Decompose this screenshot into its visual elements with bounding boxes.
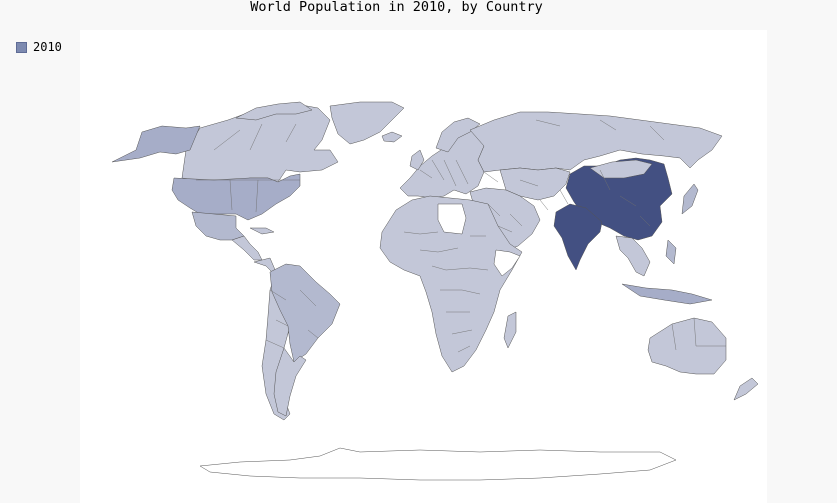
- chart-title: World Population in 2010, by Country: [250, 0, 543, 15]
- country-new-zealand[interactable]: [733, 377, 759, 401]
- country-philippines[interactable]: [665, 239, 677, 265]
- legend: 2010: [16, 40, 62, 54]
- region-central-america[interactable]: [231, 235, 263, 261]
- region-africa[interactable]: [379, 195, 523, 373]
- country-usa-alaska[interactable]: [111, 125, 201, 163]
- country-argentina[interactable]: [273, 347, 307, 417]
- region-southeast-asia[interactable]: [615, 235, 651, 277]
- country-greenland[interactable]: [329, 101, 405, 145]
- country-madagascar[interactable]: [503, 311, 517, 349]
- region-british-isles[interactable]: [409, 149, 425, 171]
- country-mexico[interactable]: [191, 211, 245, 241]
- country-mongolia[interactable]: [589, 159, 653, 179]
- country-iceland[interactable]: [381, 131, 403, 143]
- country-borders: [196, 119, 726, 353]
- region-antarctica: [199, 447, 677, 481]
- legend-swatch-2010: [16, 41, 27, 53]
- country-usa[interactable]: [171, 173, 301, 221]
- region-scandinavia[interactable]: [435, 117, 481, 153]
- country-india[interactable]: [553, 203, 603, 271]
- country-japan[interactable]: [681, 183, 699, 215]
- region-indonesia[interactable]: [621, 283, 713, 305]
- region-caribbean[interactable]: [249, 227, 275, 235]
- country-russia[interactable]: [469, 111, 723, 173]
- legend-label-2010: 2010: [33, 40, 62, 54]
- region-arctic-islands[interactable]: [235, 101, 313, 121]
- country-libya[interactable]: [437, 203, 467, 235]
- region-horn-of-africa[interactable]: [493, 249, 521, 277]
